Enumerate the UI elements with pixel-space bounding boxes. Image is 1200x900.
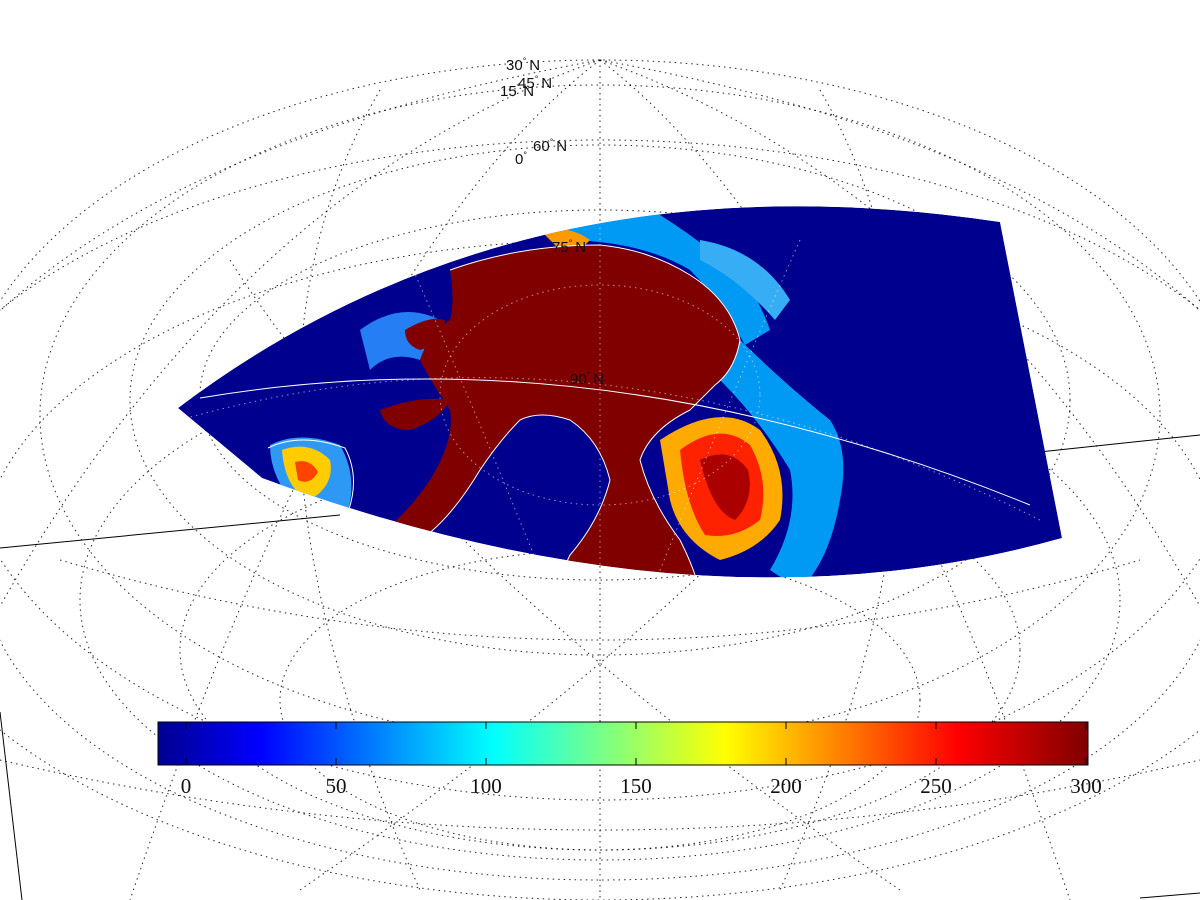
- lat-label-45: 45° N: [518, 74, 552, 92]
- frame-lines: [0, 434, 1200, 900]
- colorbar-tick-label: 150: [620, 774, 652, 798]
- colorbar-tick-label: 300: [1070, 774, 1102, 798]
- colorbar-tick-label: 200: [770, 774, 802, 798]
- colorbar-gradient: [157, 721, 1089, 766]
- channel-arm: [380, 398, 450, 430]
- colorbar-tick-label: 50: [326, 774, 347, 798]
- data-field: [178, 206, 1062, 578]
- lat-label-75: 75° N: [552, 238, 586, 256]
- colorbar: 0 50 100 150 200 250 300: [157, 721, 1102, 798]
- warm-regions: [282, 228, 783, 560]
- pole-crossing-line: [199, 378, 1031, 506]
- lat-label-0: 0°: [515, 150, 527, 168]
- lat-label-30: 30° N: [506, 56, 540, 74]
- data-overlay-grid: [179, 206, 1041, 578]
- lat-label-15: 15° N: [500, 82, 534, 100]
- lat-label-60: 60° N: [533, 137, 567, 155]
- latitude-labels: 30° N 45° N 15° N 60° N 0° 75° N 90° N: [500, 56, 604, 388]
- colorbar-tick-label: 250: [920, 774, 952, 798]
- ellesmere-arm: [405, 318, 445, 350]
- colorbar-tick-label: 0: [181, 774, 192, 798]
- colorbar-tick-label: 100: [470, 774, 502, 798]
- lat-label-90: 90° N: [570, 370, 604, 388]
- colorbar-ticks: 0 50 100 150 200 250 300: [181, 722, 1102, 798]
- high-value-landmass: [380, 245, 740, 578]
